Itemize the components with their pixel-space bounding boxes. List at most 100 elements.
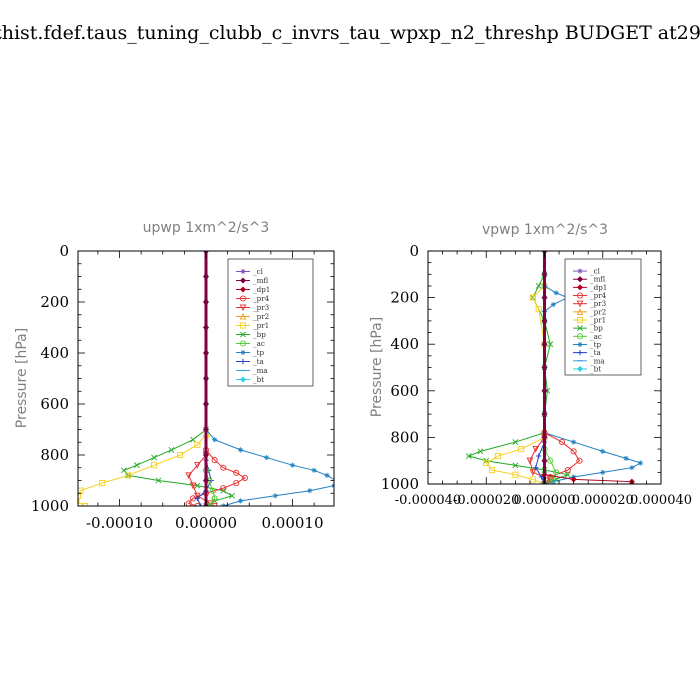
- point_pr3: [211, 502, 218, 506]
- legend-marker_mfl: [239, 277, 247, 284]
- point_bp: [229, 492, 235, 499]
- point_mfl: [202, 324, 210, 331]
- legend-marker_pr3: [239, 304, 247, 312]
- x-tick-label: 0.000040: [630, 493, 692, 508]
- y-axis-label: Pressure [hPa]: [369, 317, 385, 417]
- legend-label_ma: _ma: [590, 356, 605, 365]
- point_bp: [120, 467, 127, 474]
- legend-label_ma: _ma: [253, 366, 268, 375]
- legend-marker_pr4: [239, 295, 247, 302]
- y-tick-label: 1000: [31, 497, 69, 515]
- legend-label_pr4: _pr4: [253, 294, 270, 303]
- point_tp: [553, 290, 559, 296]
- legend-label_ta: _ta: [590, 348, 601, 357]
- point_pr3: [526, 457, 534, 465]
- point_tp: [237, 447, 244, 453]
- point_pr4: [211, 457, 218, 464]
- point_pr4: [564, 466, 571, 474]
- point_mfl: [202, 349, 210, 357]
- x-tick-label: 0.000020: [572, 493, 634, 508]
- point_mfl: [541, 341, 548, 348]
- point_tp: [289, 462, 296, 468]
- y-tick-label: 600: [40, 395, 69, 413]
- point_pr1: [529, 476, 536, 483]
- point_pr4: [570, 448, 577, 455]
- y-tick-label: 600: [390, 382, 419, 400]
- point_pr1: [518, 446, 525, 453]
- legend-marker_ac: [239, 340, 247, 347]
- point_pr1: [512, 471, 519, 478]
- point_pr1: [78, 497, 80, 504]
- point_bp: [512, 462, 519, 469]
- legend-label_dp1: _dp1: [253, 285, 270, 294]
- point_pr4: [220, 464, 227, 471]
- legend-label_pr1: _pr1: [253, 321, 269, 330]
- series-group: [465, 251, 644, 484]
- x-tick-label: -0.00010: [86, 514, 153, 532]
- point_bp: [547, 341, 554, 348]
- point_mfl: [541, 271, 548, 278]
- legend: _cl_mfl_dp1_pr4_pr3_pr2_pr1_bp_ac_tp_ta_…: [227, 258, 314, 387]
- legend: _cl_mfl_dp1_pr4_pr3_pr2_pr1_bp_ac_tp_ta_…: [564, 258, 642, 376]
- point_tp: [623, 455, 629, 461]
- point_ta: [533, 465, 539, 471]
- point_pr1: [99, 480, 106, 487]
- point_bp: [512, 439, 519, 445]
- point_ta: [536, 453, 542, 459]
- point_bp: [155, 477, 162, 484]
- legend-marker_ac: [576, 333, 584, 340]
- legend-label_bp: _bp: [590, 324, 603, 333]
- legend-marker_pr2: [576, 308, 584, 315]
- legend-label_bt: _bt: [590, 364, 601, 373]
- legend-label_cl: _cl: [590, 267, 601, 276]
- legend-marker_ta: [577, 350, 583, 356]
- point_mfl: [541, 364, 548, 371]
- point_pr1: [125, 472, 132, 479]
- legend-label_bp: _bp: [253, 330, 266, 339]
- legend-marker_ta: [240, 358, 246, 365]
- point_pr1: [529, 294, 536, 301]
- legend-label_tp: _tp: [253, 348, 264, 357]
- point_pr1: [494, 452, 501, 460]
- chart-panel-2: vpwp 1xm^2/s^3 Pressure [hPa] 0 200 400 600 80…: [369, 222, 692, 508]
- point_pr3: [189, 482, 197, 490]
- legend-label_cl: _cl: [253, 267, 264, 276]
- legend-label_pr2: _pr2: [253, 312, 269, 321]
- page-title-text: lthist.fdef.taus_tuning_clubb_c_invrs_ta…: [0, 22, 700, 44]
- point_pr1: [489, 466, 496, 474]
- point_mfl: [541, 434, 548, 441]
- point_tp: [600, 448, 606, 454]
- point_pr1: [151, 462, 158, 469]
- point_pr3: [194, 462, 201, 469]
- legend-marker_pr1: [239, 322, 247, 329]
- chart-panel-1: upwp 1xm^2/s^3 Pressure [hPa] 0 200 400 600 80…: [14, 220, 335, 532]
- y-tick-label: 0: [59, 242, 69, 260]
- y-tick-label: 1000: [381, 475, 419, 493]
- chart-title: upwp 1xm^2/s^3: [143, 220, 270, 236]
- point_pr4: [220, 485, 227, 492]
- point_ta: [198, 503, 204, 506]
- point_tp: [237, 498, 244, 504]
- legend-label_ta: _ta: [253, 357, 264, 366]
- legend-marker_bt: [576, 365, 584, 372]
- point_bp: [477, 448, 484, 455]
- point_bp: [535, 283, 542, 289]
- point_ac: [211, 495, 218, 502]
- point_tp: [550, 301, 556, 308]
- legend-label_bt: _bt: [253, 375, 264, 384]
- series-line_tp: [544, 285, 642, 484]
- legend-label_ac: _ac: [253, 339, 265, 348]
- point_tp: [638, 460, 644, 466]
- legend-marker_pr4: [576, 292, 584, 299]
- point_pr3: [194, 492, 201, 500]
- legend-label_pr2: _pr2: [590, 307, 606, 316]
- point_pr3: [529, 469, 537, 476]
- point_mfl: [202, 273, 210, 280]
- point_mfl: [541, 294, 548, 301]
- point_mfl: [541, 317, 548, 324]
- y-tick-label: 200: [40, 293, 69, 311]
- point_pr4: [233, 479, 240, 487]
- point_pr4: [576, 457, 583, 464]
- point_tp: [600, 469, 606, 475]
